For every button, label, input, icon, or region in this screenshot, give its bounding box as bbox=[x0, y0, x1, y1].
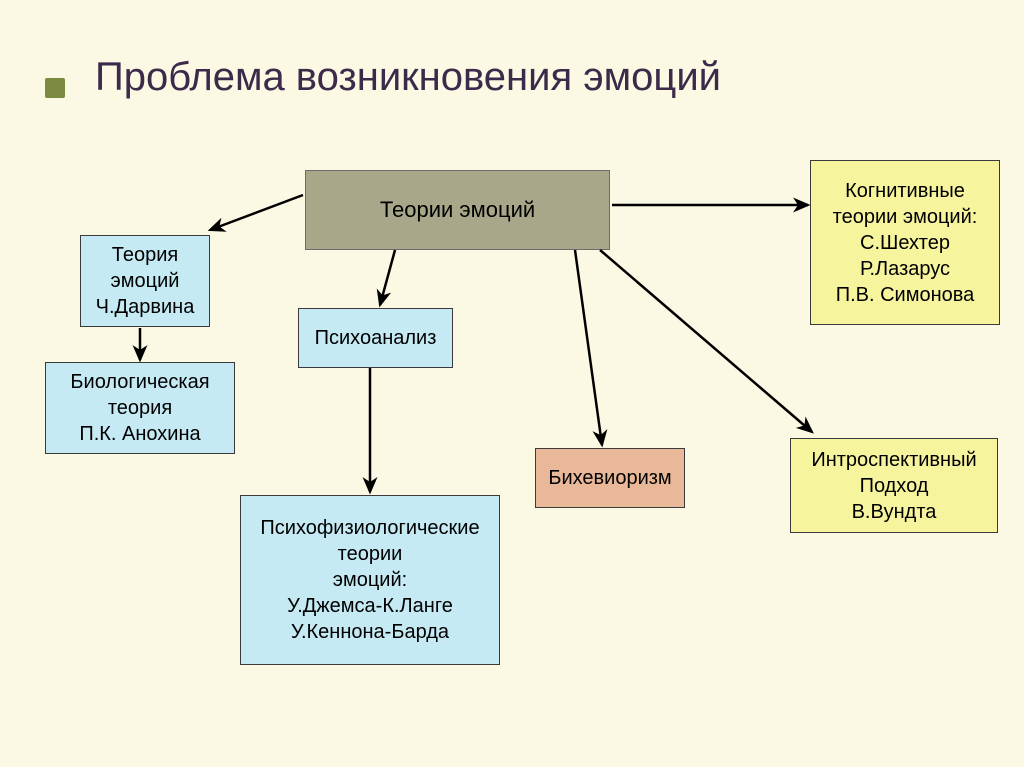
node-introspective-label: ИнтроспективныйПодходВ.Вундта bbox=[811, 447, 976, 525]
node-psychoanalysis: Психоанализ bbox=[298, 308, 453, 368]
node-psychoanalysis-label: Психоанализ bbox=[315, 325, 437, 351]
node-introspective: ИнтроспективныйПодходВ.Вундта bbox=[790, 438, 998, 533]
node-psychophys: Психофизиологическиетеорииэмоций:У.Джемс… bbox=[240, 495, 500, 665]
title-bullet bbox=[45, 78, 65, 98]
node-anokhin-label: БиологическаятеорияП.К. Анохина bbox=[70, 369, 209, 447]
slide: Проблема возникновения эмоций Теории эмо… bbox=[0, 0, 1024, 767]
node-darwin-label: ТеорияэмоцийЧ.Дарвина bbox=[96, 242, 195, 320]
node-cognitive-label: Когнитивныетеории эмоций:С.ШехтерР.Лазар… bbox=[833, 178, 978, 308]
node-psychophys-label: Психофизиологическиетеорииэмоций:У.Джемс… bbox=[260, 515, 479, 645]
slide-title: Проблема возникновения эмоций bbox=[95, 55, 721, 100]
node-cognitive: Когнитивныетеории эмоций:С.ШехтерР.Лазар… bbox=[810, 160, 1000, 325]
node-darwin: ТеорияэмоцийЧ.Дарвина bbox=[80, 235, 210, 327]
node-behaviorism-label: Бихевиоризм bbox=[548, 465, 671, 491]
node-root-label: Теории эмоций bbox=[380, 196, 535, 225]
node-anokhin: БиологическаятеорияП.К. Анохина bbox=[45, 362, 235, 454]
node-root: Теории эмоций bbox=[305, 170, 610, 250]
node-behaviorism: Бихевиоризм bbox=[535, 448, 685, 508]
